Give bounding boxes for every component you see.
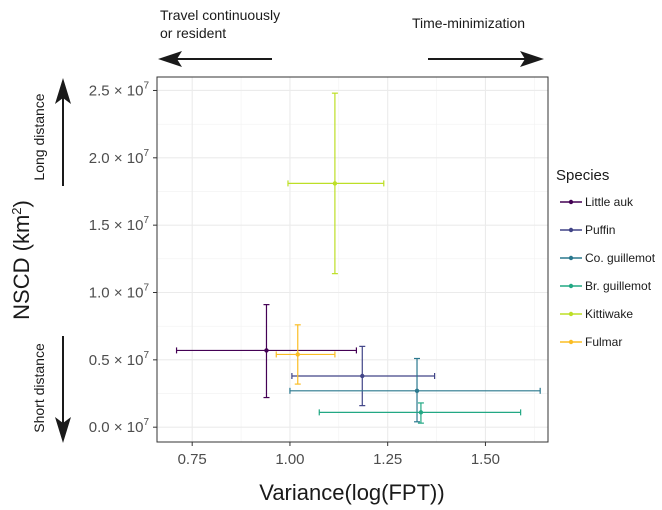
down-arrow (55, 336, 71, 443)
data-point (360, 373, 365, 379)
y-tick-label: 2.5 × 107 (89, 80, 150, 99)
series-co-guillemot (289, 357, 541, 423)
legend-label: Puffin (585, 223, 615, 237)
legend-item: Fulmar (560, 335, 622, 349)
x-tick-label: 1.00 (275, 451, 304, 468)
legend-key-point (568, 311, 574, 317)
series-puffin (291, 345, 436, 407)
annotation-time-minimization: Time-minimization (412, 15, 525, 31)
series-little-auk (175, 304, 358, 399)
data-point (418, 410, 424, 415)
legend-title: Species (556, 167, 609, 184)
annotation-short-distance: Short distance (31, 343, 47, 433)
legend-key-point (568, 339, 574, 345)
legend-item: Little auk (560, 195, 634, 209)
data-marks (175, 92, 541, 424)
series-kittiwake (287, 92, 385, 275)
legend-key-point (568, 227, 574, 233)
plot-border (156, 76, 549, 443)
annotation-travel-line1: Travel continuously (160, 7, 280, 23)
y-axis-title: NSCD (km2) (9, 200, 34, 320)
right-arrow (428, 51, 544, 67)
x-axis-ticks: 0.75 1.00 1.25 1.50 (178, 442, 500, 468)
legend-item: Co. guillemot (560, 251, 656, 265)
x-tick-label: 0.75 (178, 451, 207, 468)
x-axis-title: Variance(log(FPT)) (259, 480, 444, 505)
legend-item: Br. guillemot (560, 279, 652, 293)
x-tick-label: 1.50 (471, 451, 500, 468)
legend-item: Puffin (560, 223, 615, 237)
up-arrow (55, 78, 71, 186)
series-fulmar (275, 324, 336, 385)
grid (157, 77, 548, 442)
y-tick-label: 0.5 × 107 (89, 350, 150, 369)
legend-label: Co. guillemot (585, 251, 656, 265)
legend-label: Little auk (585, 195, 634, 209)
y-tick-label: 2.0 × 107 (89, 148, 150, 167)
legend: Little auk Puffin Co. guillemot Br. guillem… (560, 195, 656, 349)
legend-key-point (568, 255, 574, 261)
legend-label: Br. guillemot (585, 279, 652, 293)
y-tick-label: 1.5 × 107 (89, 215, 150, 234)
data-point (295, 352, 300, 357)
legend-key-point (568, 283, 574, 289)
data-point (332, 181, 338, 186)
legend-item: Kittiwake (560, 307, 633, 321)
annotation-long-distance: Long distance (31, 93, 47, 180)
legend-key-point (568, 199, 574, 205)
data-point (264, 348, 269, 353)
y-axis-ticks: 0.0 × 107 0.5 × 107 1.0 × 107 1.5 × 107 2.0 … (89, 80, 157, 436)
x-tick-label: 1.25 (373, 451, 402, 468)
legend-label: Fulmar (585, 335, 622, 349)
series-br-guillemot (318, 402, 522, 424)
data-point (414, 388, 420, 394)
legend-label: Kittiwake (585, 307, 633, 321)
annotation-travel-line2: or resident (160, 25, 226, 41)
y-tick-label: 0.0 × 107 (89, 417, 150, 436)
plot-panel (156, 76, 549, 443)
y-tick-label: 1.0 × 107 (89, 282, 150, 301)
left-arrow (158, 51, 272, 67)
